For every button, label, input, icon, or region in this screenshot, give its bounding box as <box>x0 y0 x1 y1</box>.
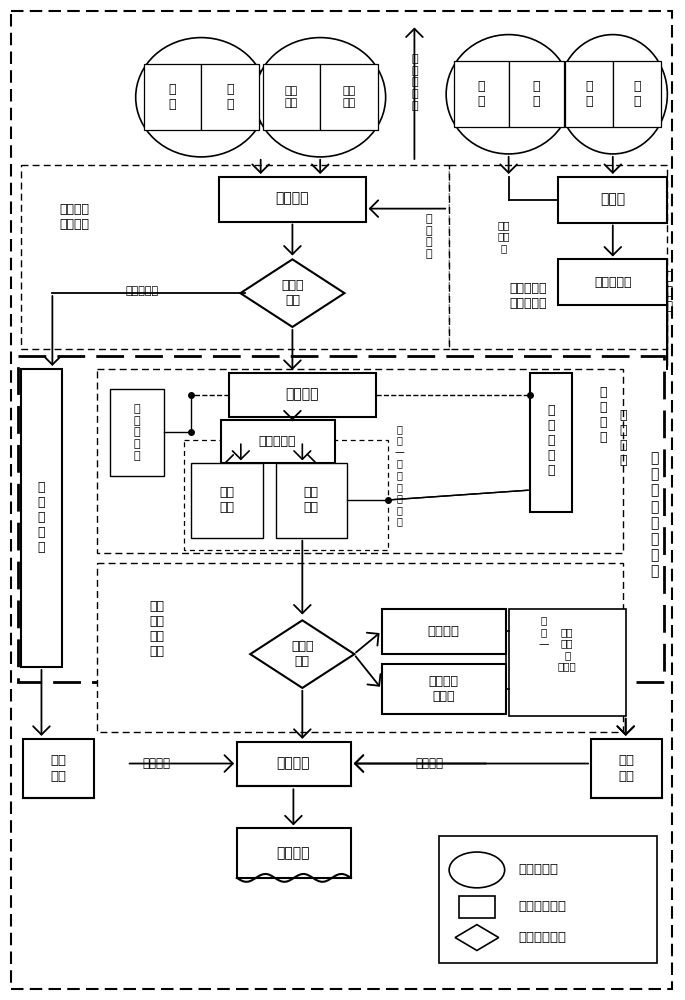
Text: 农田排水: 农田排水 <box>415 757 443 770</box>
Polygon shape <box>250 620 354 688</box>
Bar <box>97 563 623 732</box>
Text: 受纳水体: 受纳水体 <box>277 846 310 860</box>
Text: 拦截处理单元: 拦截处理单元 <box>519 900 566 913</box>
Text: 储存
塘渠
网
回用水: 储存 塘渠 网 回用水 <box>558 627 577 672</box>
Bar <box>530 373 572 512</box>
Text: 雨
水: 雨 水 <box>226 83 234 111</box>
Polygon shape <box>455 925 499 950</box>
Text: 垃
坂
转
运
站: 垃 坂 转 运 站 <box>411 54 418 111</box>
Bar <box>97 369 623 553</box>
Ellipse shape <box>449 852 505 888</box>
Bar <box>320 64 378 130</box>
Text: 生态边坡: 生态边坡 <box>277 757 310 771</box>
Text: 土
地
—
湿
地
处
理
系
统: 土 地 — 湿 地 处 理 系 统 <box>395 424 404 527</box>
Bar <box>237 742 351 786</box>
Bar <box>221 420 335 463</box>
Ellipse shape <box>558 35 667 154</box>
Text: 高温堆肥釜: 高温堆肥釜 <box>594 276 632 289</box>
Text: 生活
污水: 生活 污水 <box>285 86 298 108</box>
Bar <box>237 828 351 878</box>
Text: 固
体: 固 体 <box>532 80 540 108</box>
Text: 中
段
拦
截: 中 段 拦 截 <box>619 409 627 467</box>
Text: 面源污染源: 面源污染源 <box>519 863 558 876</box>
Text: 植
物
缓
冲
篱: 植 物 缓 冲 篱 <box>134 404 140 461</box>
Bar <box>191 463 262 538</box>
Text: 畜
粪: 畜 粪 <box>633 80 640 108</box>
Polygon shape <box>240 259 345 327</box>
Text: 雨污分
流井: 雨污分 流井 <box>281 279 303 307</box>
Text: 前端收集
分流系统: 前端收集 分流系统 <box>59 203 89 231</box>
Ellipse shape <box>446 35 571 154</box>
Text: 生态干渠: 生态干渠 <box>286 388 319 402</box>
Bar <box>201 64 259 130</box>
Text: 人工
湿地: 人工 湿地 <box>219 486 234 514</box>
Text: 溢
流
跌
水
坝: 溢 流 跌 水 坝 <box>547 404 555 477</box>
Text: 农田
菜地: 农田 菜地 <box>50 754 66 782</box>
Bar <box>382 664 506 714</box>
Text: 回用分
流堰: 回用分 流堰 <box>291 640 314 668</box>
Bar <box>509 609 625 716</box>
Bar <box>453 61 509 127</box>
Text: 人
便: 人 便 <box>585 80 593 108</box>
Text: 待修复污
染塘渠: 待修复污 染塘渠 <box>428 675 458 703</box>
Bar <box>21 369 62 667</box>
Bar <box>509 61 564 127</box>
Text: 节点分流设施: 节点分流设施 <box>519 931 566 944</box>
Text: 拦截支渠: 拦截支渠 <box>275 192 309 206</box>
Ellipse shape <box>136 38 266 157</box>
Text: 厌氧水解池: 厌氧水解池 <box>259 435 297 448</box>
Bar <box>459 896 495 918</box>
Text: 废置塘渠: 废置塘渠 <box>427 625 459 638</box>
Text: 土地
渗滤: 土地 渗滤 <box>303 486 319 514</box>
Bar <box>564 61 613 127</box>
Bar <box>591 739 662 798</box>
Bar <box>219 177 366 222</box>
Bar <box>144 64 201 130</box>
Text: 有
机
肥: 有 机 肥 <box>666 270 673 313</box>
Text: 径
流: 径 流 <box>169 83 176 111</box>
Text: 漂
浮
垃
坂: 漂 浮 垃 坂 <box>426 214 433 259</box>
Bar <box>558 259 667 305</box>
Ellipse shape <box>255 38 386 157</box>
Bar <box>18 356 664 682</box>
Text: 复
合
拦
控
湿
地
群
落: 复 合 拦 控 湿 地 群 落 <box>650 451 659 579</box>
Text: 生产
废水: 生产 废水 <box>342 86 356 108</box>
Text: 废
弃
—: 废 弃 — <box>538 616 549 649</box>
Text: 处
理
系
统: 处 理 系 统 <box>599 386 607 444</box>
Text: 固形物无害
资源化系统: 固形物无害 资源化系统 <box>510 282 547 310</box>
Text: 中后期雨水: 中后期雨水 <box>125 286 158 296</box>
Bar <box>262 64 320 130</box>
Bar <box>23 739 94 798</box>
Text: 农田排水: 农田排水 <box>142 757 171 770</box>
Bar <box>449 165 667 349</box>
Bar <box>110 389 164 476</box>
Bar <box>439 836 658 963</box>
Bar <box>21 165 449 349</box>
Text: 末端
处置
回用
系统: 末端 处置 回用 系统 <box>149 600 164 658</box>
Text: 农田
菜地: 农田 菜地 <box>619 754 635 782</box>
Bar <box>184 440 388 550</box>
Bar <box>229 373 376 417</box>
Text: 化粪池: 化粪池 <box>600 193 625 207</box>
Text: 生物
质原
料: 生物 质原 料 <box>497 220 510 253</box>
Text: 防
洪
灌
溉
渠: 防 洪 灌 溉 渠 <box>38 481 45 554</box>
Text: 废
物: 废 物 <box>477 80 485 108</box>
Bar <box>382 609 506 654</box>
Bar <box>558 177 667 223</box>
Bar <box>275 463 347 538</box>
Bar <box>613 61 661 127</box>
